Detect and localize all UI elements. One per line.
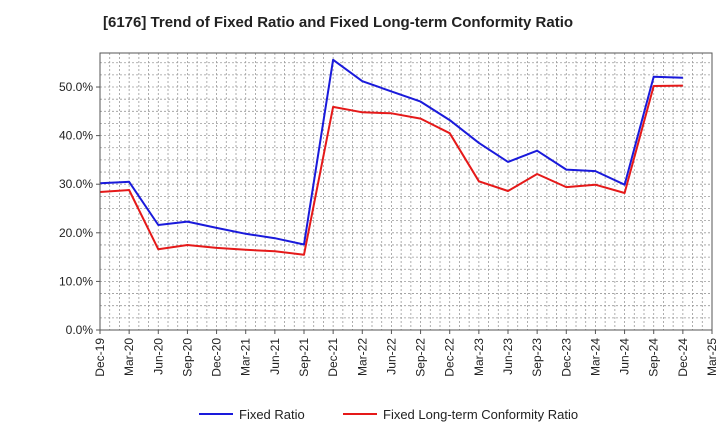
y-tick-label: 10.0%	[59, 274, 93, 288]
x-tick-label: Dec-22	[443, 338, 457, 377]
y-tick-label: 20.0%	[59, 226, 93, 240]
x-tick-label: Mar-25	[705, 338, 719, 376]
x-tick-label: Jun-20	[151, 338, 165, 375]
legend: Fixed Ratio Fixed Long-term Conformity Ra…	[199, 407, 578, 422]
y-tick-label: 40.0%	[59, 129, 93, 143]
chart-title: [6176] Trend of Fixed Ratio and Fixed Lo…	[103, 14, 574, 31]
x-tick-label: Mar-22	[355, 338, 369, 376]
series-line-0	[99, 58, 683, 246]
y-axis: 0.0% 10.0% 20.0% 30.0% 40.0% 50.0%	[59, 80, 100, 337]
x-tick-label: Dec-21	[326, 338, 340, 377]
x-tick-label: Sep-24	[647, 338, 661, 377]
series-line-1	[99, 84, 683, 256]
x-tick-label: Sep-20	[180, 338, 194, 377]
x-axis: Dec-19 Mar-20 Jun-20 Sep-20 Dec-20 Mar-21 Jun-…	[93, 330, 719, 377]
y-tick-label: 50.0%	[59, 80, 93, 94]
y-tick-label: 30.0%	[59, 177, 93, 191]
x-tick-label: Mar-21	[239, 338, 253, 376]
x-tick-label: Jun-23	[501, 338, 515, 375]
x-tick-label: Jun-21	[268, 338, 282, 375]
x-tick-label: Sep-21	[297, 338, 311, 377]
x-tick-label: Jun-24	[618, 338, 632, 375]
x-tick-label: Dec-20	[210, 338, 224, 377]
grid	[100, 53, 712, 330]
x-tick-label: Jun-22	[384, 338, 398, 375]
x-tick-label: Dec-24	[676, 338, 690, 377]
x-tick-label: Sep-23	[530, 338, 544, 377]
legend-label: Fixed Ratio	[239, 407, 305, 422]
x-tick-label: Mar-23	[472, 338, 486, 376]
series-lines	[99, 58, 683, 256]
legend-label: Fixed Long-term Conformity Ratio	[383, 407, 578, 422]
x-tick-label: Dec-19	[93, 338, 107, 377]
x-tick-label: Mar-20	[122, 338, 136, 376]
plot-frame	[99, 52, 713, 331]
y-tick-label: 0.0%	[66, 323, 94, 337]
x-tick-label: Dec-23	[559, 338, 573, 377]
x-tick-label: Sep-22	[414, 338, 428, 377]
x-tick-label: Mar-24	[588, 338, 602, 376]
